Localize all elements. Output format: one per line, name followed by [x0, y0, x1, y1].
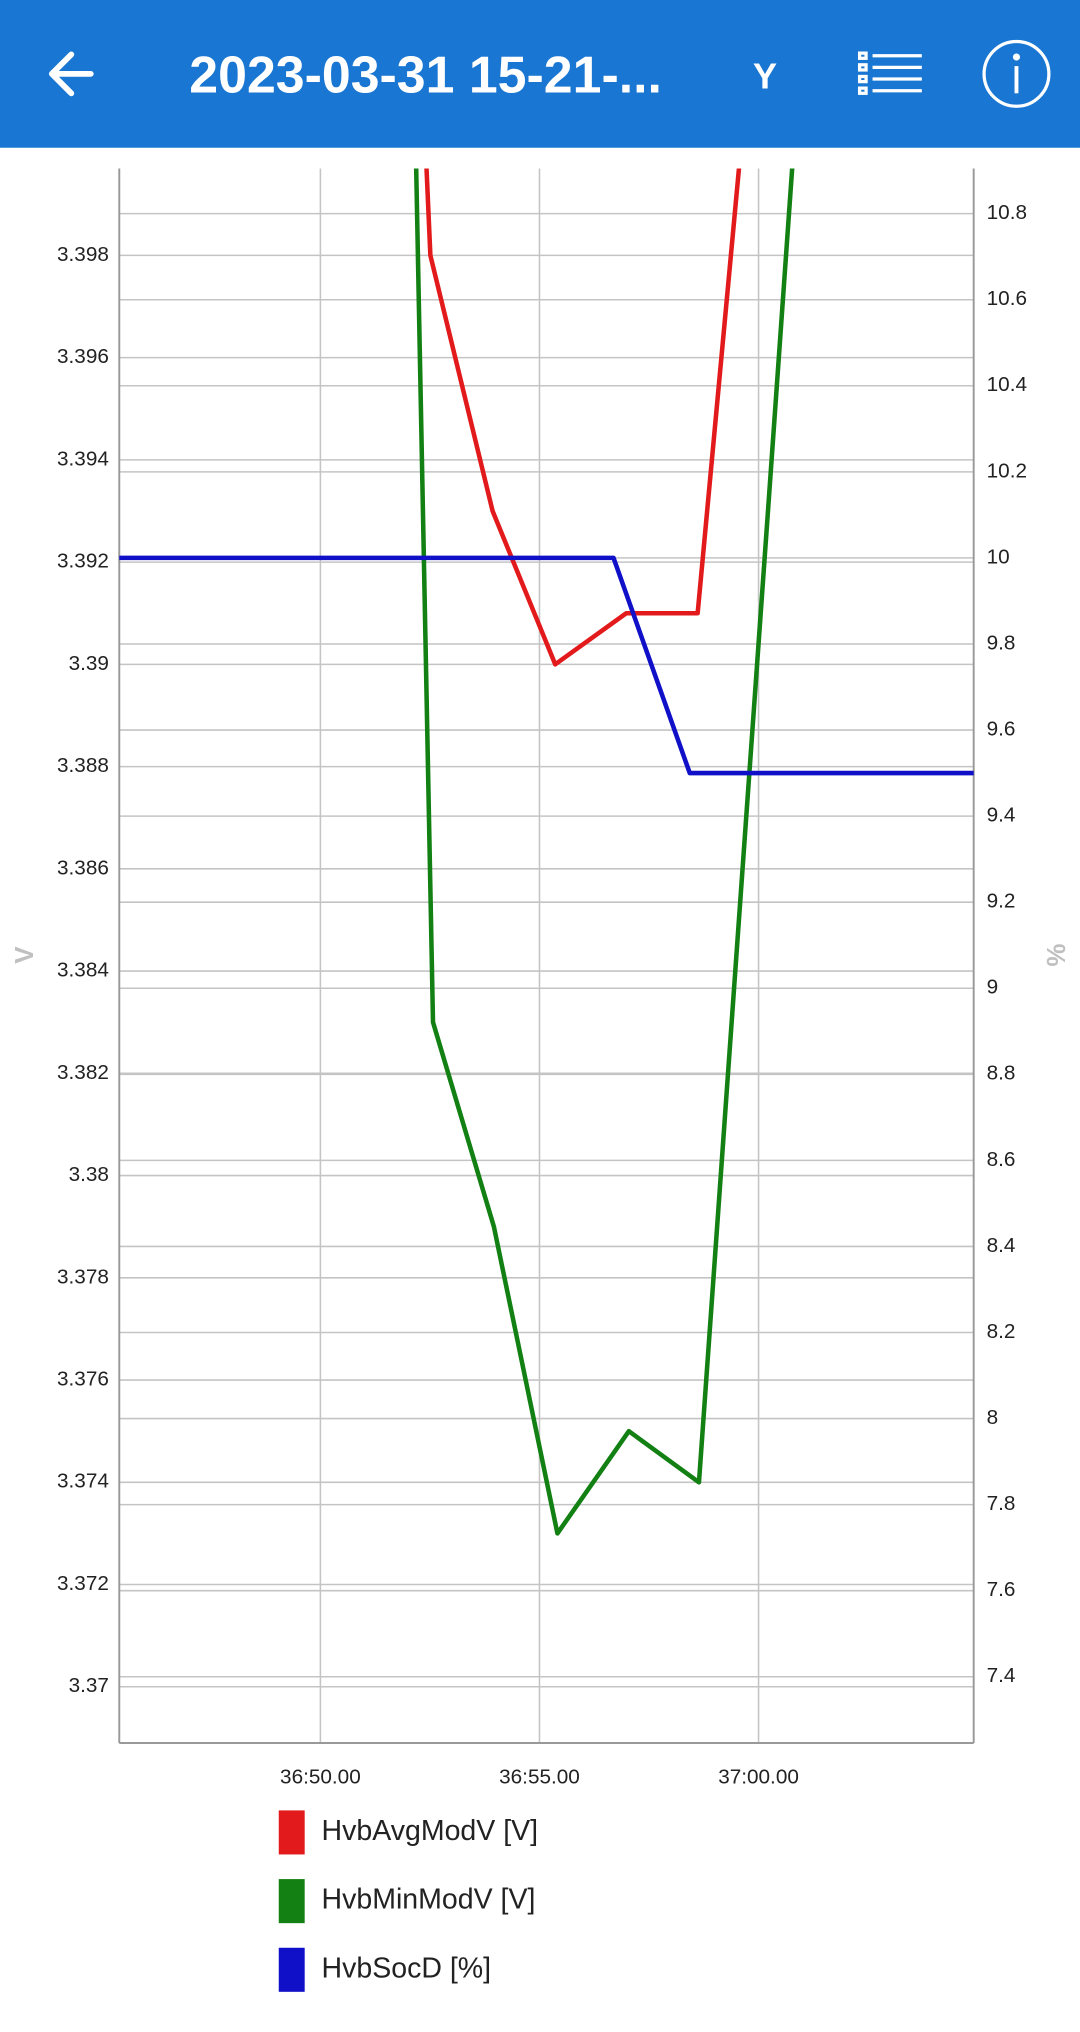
legend-label: HvbAvgModV [V]: [322, 1815, 539, 1847]
y2-tick-label: 8.4: [987, 1234, 1016, 1257]
y-tick-label: 3.378: [57, 1265, 109, 1288]
x-tick-label: 37:00.00: [718, 1765, 799, 1788]
y-tick-label: 3.398: [57, 243, 109, 266]
legend-swatch: [278, 1810, 305, 1855]
y-tick-label: 3.39: [69, 652, 109, 675]
data-line: [424, 168, 742, 667]
y-tick-label: 3.392: [57, 550, 109, 573]
info-button[interactable]: [982, 39, 1051, 108]
legend-swatch: [278, 1947, 305, 1992]
axis-button[interactable]: Y: [753, 56, 777, 97]
y2-tick-label: 8.8: [987, 1062, 1016, 1085]
x-tick-label: 36:50.00: [280, 1765, 361, 1788]
y2-tick-label: 8.6: [987, 1148, 1016, 1171]
y-tick-label: 3.384: [57, 959, 109, 982]
y-tick-label: 3.396: [57, 345, 109, 368]
y2-tick-label: 7.8: [987, 1492, 1016, 1515]
y-tick-label: 3.38: [69, 1163, 109, 1186]
y2-tick-label: 7.4: [987, 1664, 1016, 1687]
legend-label: HvbMinModV [V]: [322, 1884, 536, 1916]
app-title: 2023-03-31 15-21-...: [189, 46, 662, 104]
data-line: [413, 168, 795, 1536]
y-tick-label: 3.372: [57, 1572, 109, 1595]
y2-tick-label: 10.2: [987, 459, 1027, 482]
y2-tick-label: 10.4: [987, 373, 1027, 396]
y2-tick-label: 9.4: [987, 804, 1016, 827]
y2-tick-label: 7.6: [987, 1578, 1016, 1601]
y-tick-label: 3.386: [57, 856, 109, 879]
legend-swatch: [278, 1879, 305, 1924]
y2-axis-title: %: [1041, 944, 1069, 967]
y2-tick-label: 10.6: [987, 287, 1027, 310]
back-button[interactable]: [48, 51, 94, 97]
y2-tick-label: 10: [987, 545, 1010, 568]
y-tick-label: 3.388: [57, 754, 109, 777]
y-tick-label: 3.382: [57, 1061, 109, 1084]
x-tick-label: 36:55.00: [499, 1765, 580, 1788]
y2-tick-label: 9.2: [987, 890, 1016, 913]
y-axis-title: V: [11, 946, 39, 964]
y2-tick-label: 9.6: [987, 718, 1016, 741]
y-tick-label: 3.394: [57, 447, 109, 470]
y2-tick-label: 8.2: [987, 1320, 1016, 1343]
app-bar: [0, 0, 1080, 148]
data-line: [119, 555, 974, 776]
y-tick-label: 3.37: [69, 1674, 109, 1697]
y2-tick-label: 8: [987, 1406, 999, 1429]
y2-tick-label: 9.8: [987, 631, 1016, 654]
y-tick-label: 3.376: [57, 1368, 109, 1391]
y2-tick-label: 10.8: [987, 201, 1027, 224]
list-button[interactable]: [857, 51, 922, 95]
chart: 36:50.00 36:55.00 37:00.00 3.37 3.372 3.374 3.…: [11, 168, 1069, 1992]
y-tick-label: 3.374: [57, 1470, 109, 1493]
y2-tick-label: 9: [987, 976, 999, 999]
legend-label: HvbSocD [%]: [322, 1952, 492, 1984]
